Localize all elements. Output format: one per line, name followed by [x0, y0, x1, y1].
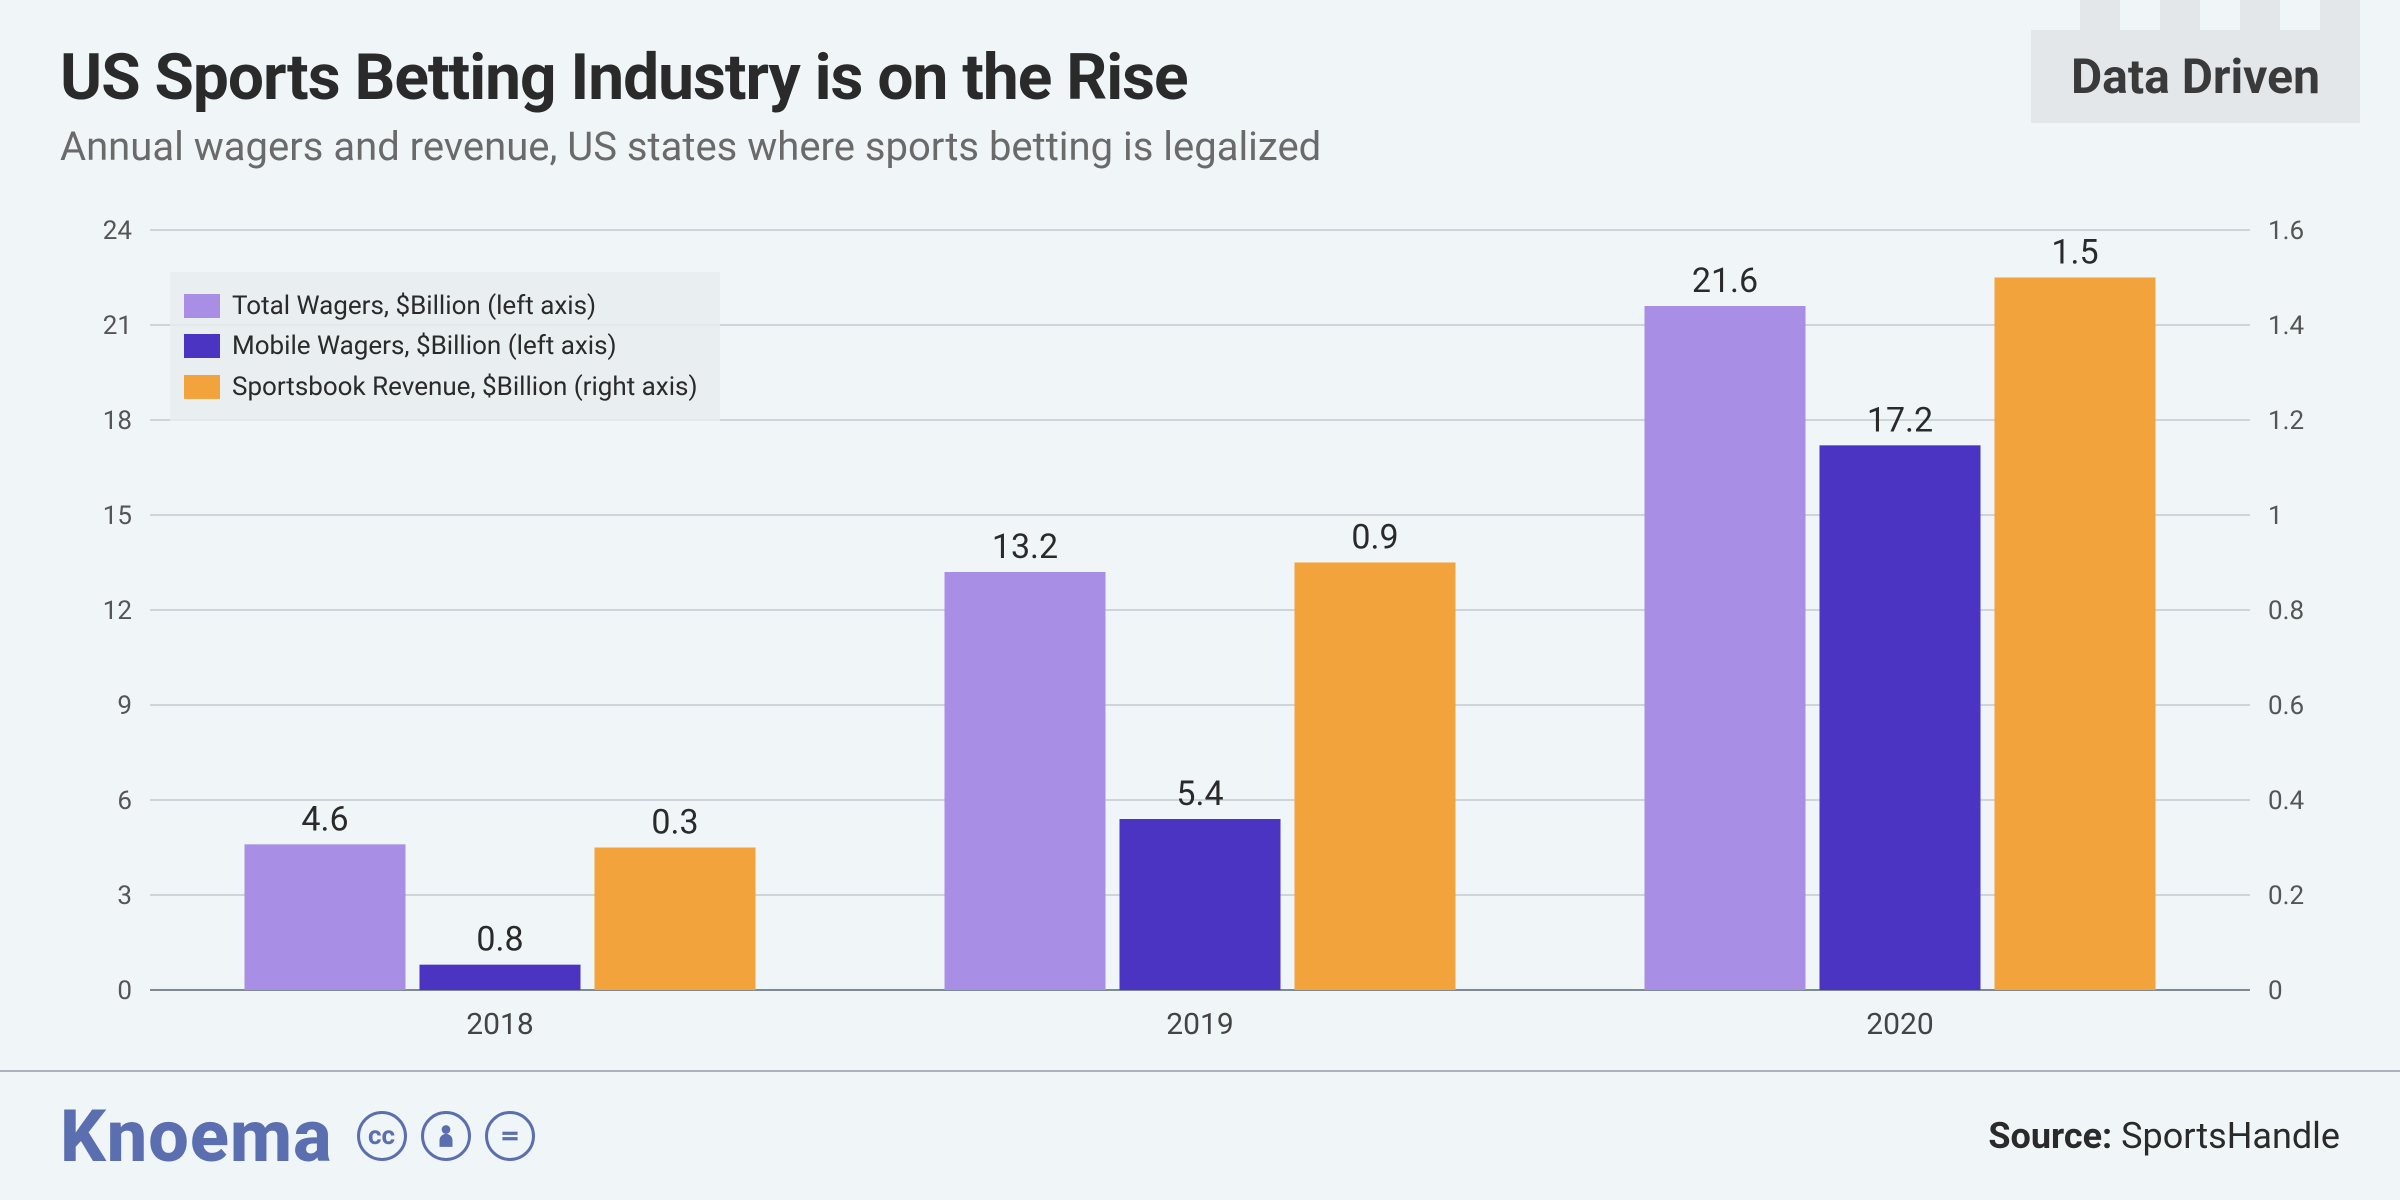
svg-text:1.2: 1.2	[2268, 406, 2304, 436]
legend-swatch	[184, 375, 220, 399]
svg-text:21: 21	[103, 311, 132, 341]
svg-text:4.6: 4.6	[301, 799, 348, 839]
legend: Total Wagers, $Billion (left axis) Mobil…	[170, 272, 720, 421]
svg-text:0.8: 0.8	[476, 920, 523, 960]
footer: Knoema cc Source: SportsHandle	[0, 1070, 2400, 1200]
svg-text:3: 3	[117, 881, 132, 911]
legend-label: Mobile Wagers, $Billion (left axis)	[232, 326, 617, 366]
svg-text:12: 12	[103, 596, 132, 626]
svg-text:1.4: 1.4	[2268, 311, 2304, 341]
svg-text:0.6: 0.6	[2268, 691, 2304, 721]
logo-block: Knoema cc	[60, 1094, 535, 1179]
legend-label: Total Wagers, $Billion (left axis)	[232, 286, 596, 326]
by-icon	[421, 1111, 471, 1161]
svg-text:21.6: 21.6	[1692, 261, 1758, 301]
license-icons: cc	[357, 1111, 535, 1161]
svg-text:13.2: 13.2	[992, 527, 1058, 567]
cc-icon: cc	[357, 1111, 407, 1161]
legend-swatch	[184, 294, 220, 318]
svg-text:9: 9	[117, 691, 132, 721]
svg-text:17.2: 17.2	[1867, 400, 1933, 440]
svg-text:1.6: 1.6	[2268, 220, 2304, 246]
svg-text:24: 24	[103, 220, 133, 246]
legend-item-total: Total Wagers, $Billion (left axis)	[184, 286, 698, 326]
svg-text:0: 0	[117, 976, 132, 1006]
source-line: Source: SportsHandle	[1988, 1115, 2340, 1157]
logo-text: Knoema	[60, 1094, 333, 1179]
svg-text:0.3: 0.3	[651, 803, 698, 843]
legend-item-revenue: Sportsbook Revenue, $Billion (right axis…	[184, 367, 698, 407]
chart-subtitle: Annual wagers and revenue, US states whe…	[60, 123, 2340, 170]
svg-text:0.8: 0.8	[2268, 596, 2304, 626]
svg-text:1: 1	[2268, 501, 2283, 531]
svg-text:2019: 2019	[1166, 1007, 1233, 1042]
source-value: SportsHandle	[2121, 1115, 2340, 1157]
svg-text:0: 0	[2268, 976, 2283, 1006]
svg-text:15: 15	[103, 501, 132, 531]
legend-label: Sportsbook Revenue, $Billion (right axis…	[232, 367, 698, 407]
source-label: Source:	[1988, 1115, 2112, 1157]
legend-swatch	[184, 334, 220, 358]
legend-item-mobile: Mobile Wagers, $Billion (left axis)	[184, 326, 698, 366]
svg-text:0.2: 0.2	[2268, 881, 2304, 911]
svg-text:2018: 2018	[466, 1007, 533, 1042]
svg-text:1.5: 1.5	[2051, 233, 2098, 273]
nd-icon	[485, 1111, 535, 1161]
svg-text:0.4: 0.4	[2268, 786, 2304, 816]
svg-text:2020: 2020	[1866, 1007, 1933, 1042]
svg-text:18: 18	[103, 406, 132, 436]
brand-badge: Data Driven	[2031, 30, 2360, 123]
svg-text:6: 6	[117, 786, 132, 816]
svg-text:0.9: 0.9	[1351, 518, 1398, 558]
svg-text:5.4: 5.4	[1176, 774, 1223, 814]
